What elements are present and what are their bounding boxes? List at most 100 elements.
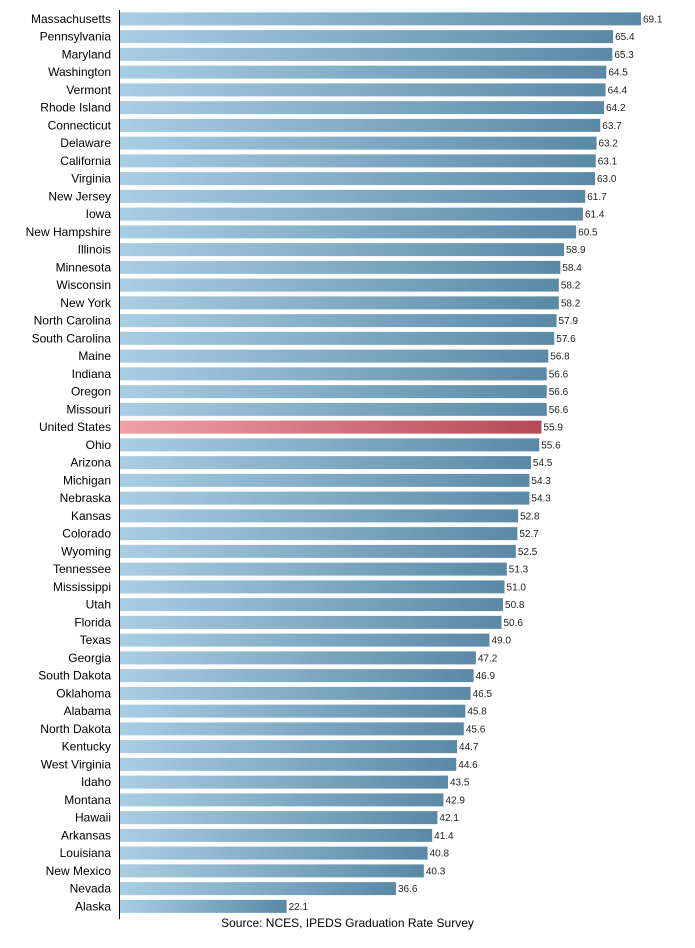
value-label: 36.6 — [398, 884, 418, 895]
bar-pennsylvania — [120, 30, 614, 44]
value-label: 61.4 — [585, 210, 605, 221]
value-label: 61.7 — [587, 192, 607, 203]
category-label: Colorado — [62, 527, 111, 541]
bar-georgia — [120, 651, 476, 665]
bar-mississippi — [120, 580, 505, 594]
bar-iowa — [120, 207, 583, 221]
value-label: 58.4 — [562, 263, 582, 274]
category-label: Tennessee — [53, 562, 111, 576]
category-label: Washington — [48, 65, 111, 79]
value-label: 69.1 — [643, 14, 663, 25]
bar-washington — [120, 65, 607, 79]
value-label: 52.5 — [518, 547, 538, 558]
category-label: Maryland — [62, 47, 111, 61]
category-label: Hawaii — [75, 811, 111, 825]
value-label: 63.0 — [597, 174, 617, 185]
category-label: Oregon — [71, 385, 111, 399]
bar-michigan — [120, 473, 530, 487]
category-label: North Dakota — [40, 722, 111, 736]
value-label: 54.3 — [531, 476, 551, 487]
value-label: 55.9 — [543, 423, 563, 434]
category-label: Rhode Island — [40, 101, 111, 115]
category-label: Delaware — [60, 136, 111, 150]
value-label: 63.7 — [602, 121, 622, 132]
category-label: Illinois — [78, 243, 111, 257]
value-label: 50.8 — [505, 600, 525, 611]
bar-texas — [120, 633, 490, 647]
category-label: United States — [39, 420, 111, 434]
bar-illinois — [120, 243, 565, 257]
bar-hawaii — [120, 811, 438, 825]
category-label: Iowa — [86, 207, 112, 221]
category-label: Louisiana — [60, 846, 112, 860]
bar-vermont — [120, 83, 606, 97]
bar-arizona — [120, 456, 531, 470]
value-label: 55.6 — [541, 440, 561, 451]
category-label: Alabama — [64, 704, 112, 718]
value-label: 50.6 — [504, 618, 524, 629]
category-label: Virginia — [71, 172, 111, 186]
category-label: Alaska — [75, 899, 111, 913]
value-label: 51.3 — [509, 565, 529, 576]
bar-california — [120, 154, 596, 168]
value-label: 44.7 — [459, 742, 479, 753]
bar-new-york — [120, 296, 559, 310]
bar-colorado — [120, 527, 518, 541]
value-label: 60.5 — [578, 227, 598, 238]
category-label: New Jersey — [48, 189, 111, 203]
category-label: West Virginia — [41, 757, 112, 771]
bar-virginia — [120, 172, 596, 186]
category-label: Wisconsin — [56, 278, 111, 292]
bar-north-dakota — [120, 722, 464, 736]
category-label: Idaho — [81, 775, 111, 789]
value-label: 57.9 — [559, 316, 579, 327]
value-label: 56.6 — [549, 369, 569, 380]
value-label: 45.8 — [467, 707, 487, 718]
bar-ohio — [120, 438, 540, 452]
bar-united-states — [120, 420, 542, 434]
bar-oregon — [120, 385, 547, 399]
category-label: Utah — [86, 598, 111, 612]
value-label: 64.4 — [608, 85, 628, 96]
bar-arkansas — [120, 828, 433, 842]
category-label: Arizona — [70, 456, 111, 470]
bar-connecticut — [120, 118, 601, 132]
value-label: 42.9 — [445, 795, 465, 806]
bar-maryland — [120, 47, 613, 61]
category-label: Mississippi — [53, 580, 111, 594]
category-label: Texas — [80, 633, 111, 647]
value-label: 58.9 — [566, 245, 586, 256]
value-label: 54.5 — [533, 458, 553, 469]
category-label: Nevada — [70, 882, 112, 896]
category-label: Florida — [74, 615, 111, 629]
value-label: 46.5 — [473, 689, 493, 700]
value-label: 40.8 — [430, 849, 450, 860]
category-label: Minnesota — [56, 260, 112, 274]
value-label: 58.2 — [561, 298, 581, 309]
bar-north-carolina — [120, 314, 557, 328]
bar-south-carolina — [120, 331, 555, 345]
category-label: New York — [60, 296, 112, 310]
bar-maine — [120, 349, 549, 363]
value-label: 44.6 — [458, 760, 478, 771]
category-label: Kentucky — [62, 740, 111, 754]
bar-idaho — [120, 775, 448, 789]
value-label: 63.1 — [598, 156, 618, 167]
value-label: 63.2 — [599, 139, 619, 150]
value-label: 51.0 — [507, 582, 527, 593]
bar-nebraska — [120, 491, 530, 505]
bar-wyoming — [120, 544, 516, 558]
value-label: 46.9 — [476, 671, 496, 682]
category-label: South Dakota — [38, 669, 111, 683]
value-label: 65.3 — [614, 50, 634, 61]
category-label: Connecticut — [48, 118, 112, 132]
value-label: 41.4 — [434, 831, 454, 842]
bar-new-jersey — [120, 189, 586, 203]
category-label: Kansas — [71, 509, 111, 523]
value-label: 45.6 — [466, 724, 486, 735]
bar-massachusetts — [120, 12, 641, 26]
category-label: Wyoming — [61, 544, 111, 558]
value-label: 56.6 — [549, 387, 569, 398]
value-label: 43.5 — [450, 778, 470, 789]
